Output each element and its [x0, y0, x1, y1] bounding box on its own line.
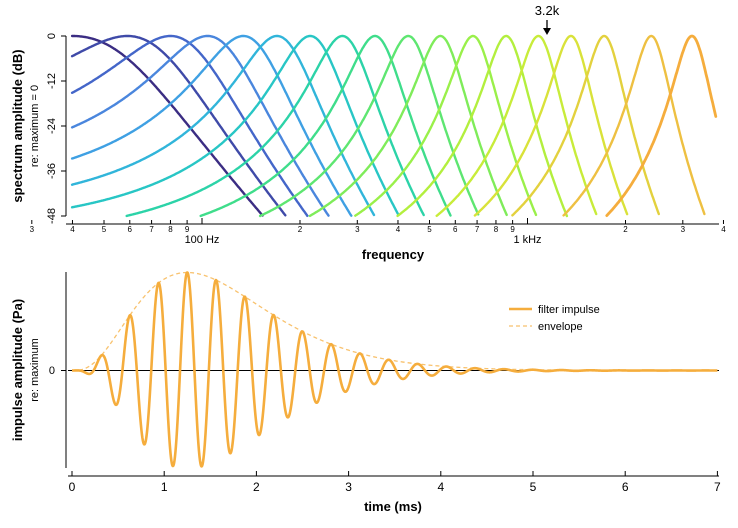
spectrum-curve: [396, 34, 569, 218]
impulse-x-tick-label: 3: [345, 480, 352, 494]
spectrum-y-tick-label: 0: [46, 33, 58, 39]
impulse-x-tick-label: 4: [437, 480, 444, 494]
spectrum-x-minor-tick-label: 3: [30, 225, 35, 234]
spectrum-curve: [70, 34, 287, 217]
spectrum-curve: [258, 34, 480, 218]
envelope-line: [72, 271, 552, 372]
spectrum-x-minor-tick-label: 7: [149, 225, 154, 234]
impulse-x-tick-label: 2: [253, 480, 260, 494]
spectrum-y-tick-label: -48: [46, 208, 58, 224]
spectrum-y-ticks: 0 -12 -24 -36 -48: [46, 33, 66, 224]
spectrum-x-minor-tick-label: 4: [721, 225, 726, 234]
spectrum-curve: [70, 34, 330, 217]
spectrum-curve: [199, 34, 452, 218]
spectrum-y-tick-label: -12: [46, 73, 58, 89]
spectrum-x-minor-tick-label: 5: [102, 225, 107, 234]
spectrum-x-minor-tick-label: 3: [355, 225, 360, 234]
spectrum-x-label: frequency: [362, 247, 425, 262]
spectrum-x-minor-tick-label: 2: [623, 225, 628, 234]
spectrum-y-label: spectrum amplitude (dB): [10, 49, 25, 202]
spectrum-x-minor-tick-label: 9: [185, 225, 190, 234]
spectrum-curve: [473, 34, 629, 217]
spectrum-curve: [511, 34, 660, 217]
spectrum-x-minor-tick-label: 7: [475, 225, 480, 234]
peak-annotation: 3.2k: [535, 3, 560, 35]
spectrum-x-minor-tick-label: 6: [453, 225, 458, 234]
spectrum-x-minor-tick-label: 3: [681, 225, 686, 234]
legend-label-filter-impulse: filter impulse: [538, 304, 600, 316]
impulse-x-tick-label: 7: [714, 480, 721, 494]
spectrum-curve: [70, 34, 376, 217]
spectrum-curve: [435, 34, 598, 218]
spectrum-curve: [308, 34, 508, 218]
spectrum-x-minor-tick-label: 4: [70, 225, 75, 234]
spectrum-curve: [70, 34, 400, 217]
spectrum-x-minor-tick-label: 9: [510, 225, 515, 234]
impulse-x-ticks: 0 1 2 3 4 5 6 7: [69, 471, 721, 494]
spectrum-x-minor-tick-label: 6: [128, 225, 133, 234]
spectrum-x-major-tick-label: 100 Hz: [185, 234, 220, 246]
arrow-down-icon: [543, 28, 551, 35]
spectrum-x-minor-tick-label: 4: [396, 225, 401, 234]
impulse-x-tick-label: 0: [69, 480, 76, 494]
impulse-panel: 0 0 1 2 3 4 5 6 7 time (ms) impulse amplitude (…: [10, 271, 721, 514]
spectrum-x-minor-tick-label: 8: [168, 225, 173, 234]
impulse-x-tick-label: 6: [622, 480, 629, 494]
impulse-y-sublabel: re: maximum: [29, 338, 41, 402]
legend: filter impulse envelope: [509, 304, 600, 333]
annotation-label: 3.2k: [535, 3, 560, 18]
spectrum-curve: [70, 34, 264, 217]
spectrum-y-sublabel: re: maximum = 0: [29, 85, 41, 167]
spectrum-panel: 0-12-24-36-48 23456789234567892345678921…: [10, 3, 726, 262]
impulse-y-label: impulse amplitude (Pa): [10, 299, 25, 441]
spectrum-x-minor-tick-label: 2: [298, 225, 303, 234]
spectrum-x-ticks: 2345678923456789234567892100 Hz1 kHz10 k…: [30, 218, 726, 246]
spectrum-y-tick-label: -36: [46, 163, 58, 179]
impulse-x-tick-label: 5: [530, 480, 537, 494]
spectrum-y-tick-label: -24: [46, 118, 58, 134]
spectrum-curve: [70, 34, 353, 217]
impulse-x-tick-label: 1: [161, 480, 168, 494]
spectrum-curve: [605, 34, 718, 218]
spectrum-curves: [70, 34, 718, 218]
spectrum-curve: [354, 34, 538, 217]
legend-label-envelope: envelope: [538, 321, 583, 333]
spectrum-curve: [562, 34, 706, 217]
filter-impulse-line: [70, 271, 719, 468]
spectrum-x-minor-tick-label: 5: [427, 225, 432, 234]
spectrum-x-major-tick-label: 1 kHz: [513, 234, 541, 246]
impulse-x-label: time (ms): [364, 499, 422, 514]
impulse-y-tick-label: 0: [49, 365, 55, 377]
spectrum-x-minor-tick-label: 8: [494, 225, 499, 234]
